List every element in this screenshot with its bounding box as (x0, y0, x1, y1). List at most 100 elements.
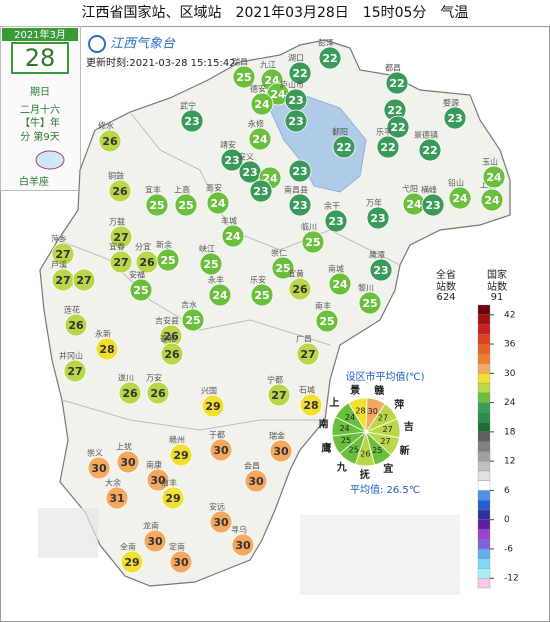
station-marker (288, 159, 312, 183)
station-name: 铜鼓 (108, 171, 124, 181)
station-name: 安义 (238, 152, 254, 162)
station-name: 井冈山 (59, 351, 83, 361)
station-temp: 26 (68, 319, 84, 332)
station-temp: 26 (102, 135, 118, 148)
station-name: 崇义 (87, 449, 103, 458)
station-temp: 23 (373, 264, 388, 277)
colorbar-cell (477, 382, 491, 393)
station-temp: 24 (484, 194, 500, 207)
station-name: 九江 (260, 61, 276, 70)
pie-value: 25 (341, 436, 351, 445)
logo-text: 江西气象台 (110, 37, 176, 52)
station-temp: 24 (452, 192, 468, 205)
station-name: 新余 (156, 240, 172, 250)
station-temp: 24 (252, 133, 268, 146)
station-marker (271, 256, 295, 280)
station-name: 芦溪 (51, 260, 67, 270)
station-temp: 24 (332, 278, 348, 291)
station-marker (369, 258, 393, 282)
colorbar-tick-label: 12 (504, 457, 515, 467)
colorbar-cell (477, 412, 491, 423)
station-name: 分宜 (135, 242, 151, 252)
page-title: 江西省国家站、区域站 2021年03月28日 15时05分 气温 (82, 4, 469, 21)
station-temp: 25 (362, 297, 377, 310)
colorbar-tick-label: 36 (504, 340, 516, 350)
colorbar-cell (477, 578, 491, 589)
station-marker (116, 450, 140, 474)
station-name: 上高 (174, 185, 190, 195)
station-temp: 26 (139, 256, 155, 269)
station-temp: 27 (113, 256, 128, 269)
station-temp: 24 (212, 289, 228, 302)
colorbar-cell (477, 441, 491, 452)
station-name: 上犹 (116, 442, 132, 452)
station-marker (63, 359, 87, 383)
pie-city: 赣 (374, 384, 385, 397)
pie-value: 24 (345, 413, 355, 422)
city-border (61, 399, 325, 431)
station-marker (201, 394, 225, 418)
station-marker (64, 313, 88, 337)
station-temp: 26 (150, 387, 166, 400)
station-name: 莲花 (64, 305, 80, 315)
station-marker (146, 468, 170, 492)
station-temp: 30 (147, 535, 163, 548)
pie-city: 吉 (404, 420, 414, 433)
station-marker (244, 469, 268, 493)
station-temp: 23 (288, 115, 303, 128)
colorbar-cell (477, 460, 491, 472)
station-marker (358, 291, 382, 315)
station-marker (250, 283, 274, 307)
station-marker (221, 224, 245, 248)
station-name: 宁都 (267, 375, 283, 385)
station-temp: 23 (242, 166, 257, 179)
station-temp: 31 (109, 492, 124, 505)
station-marker (109, 225, 133, 249)
colorbar-cell (477, 363, 491, 374)
pie-city: 鹰 (321, 442, 331, 455)
station-marker (105, 486, 129, 510)
station-marker (480, 188, 504, 212)
station-temp: 25 (133, 284, 148, 297)
station-name: 信丰 (161, 478, 177, 488)
station-marker (267, 383, 291, 407)
station-temp: 22 (387, 104, 402, 117)
station-temp: 24 (270, 88, 286, 101)
station-name: 安福 (129, 270, 145, 280)
station-temp: 26 (292, 283, 308, 296)
station-name: 靖安 (220, 140, 236, 150)
colorbar-tick-label: -6 (504, 544, 513, 554)
calendar-header (2, 28, 78, 41)
colorbar-cell (477, 392, 491, 403)
station-temp: 29 (173, 449, 188, 462)
station-marker (386, 115, 410, 139)
station-name: 高安 (206, 183, 222, 193)
station-name: 乐平 (376, 127, 392, 137)
pie-city: 景 (350, 384, 360, 396)
station-temp: 22 (292, 67, 307, 80)
station-name: 大余 (105, 478, 121, 488)
station-marker (109, 250, 133, 274)
calendar-day-box (11, 42, 69, 74)
station-temp: 24 (210, 197, 226, 210)
pie-city: 九 (336, 460, 347, 473)
station-name: 丰城 (221, 216, 237, 226)
station-temp: 25 (149, 199, 164, 212)
colorbar-cell (477, 402, 491, 413)
station-name: 宜春 (109, 242, 125, 252)
station-name: 婺源 (443, 98, 459, 108)
colorbar-cell (477, 548, 491, 559)
station-name: 宜黄 (288, 269, 304, 279)
station-marker (231, 533, 255, 557)
station-temp: 30 (120, 456, 136, 469)
station-name: 广昌 (296, 334, 312, 344)
colorbar-cell (477, 314, 491, 325)
station-temp: 27 (67, 365, 82, 378)
station-name: 乐安 (250, 275, 266, 285)
calendar-lunar: 二月十六 (20, 103, 60, 116)
station-marker (443, 106, 467, 130)
station-marker (181, 308, 205, 332)
colorbar-tick-label: 18 (504, 427, 516, 437)
station-marker (209, 438, 233, 462)
